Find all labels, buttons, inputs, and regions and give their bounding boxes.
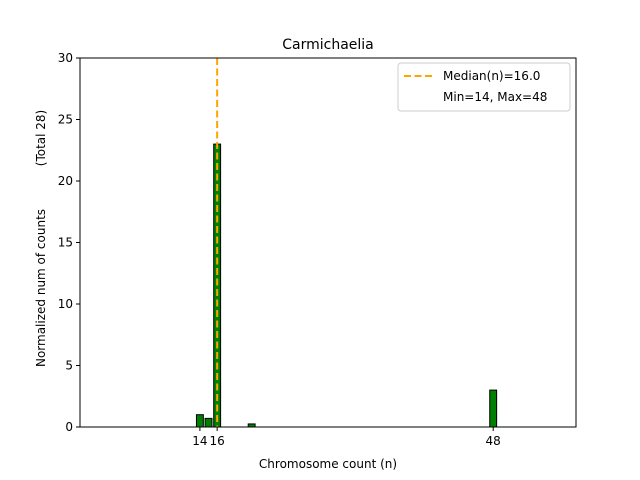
y-ticks: 0 5 10 15 20 25 30 <box>58 51 80 434</box>
x-tick-label: 14 <box>192 434 207 448</box>
legend-frame <box>397 62 571 112</box>
y-tick-label: 20 <box>58 174 73 188</box>
y-tick-label: 10 <box>58 297 73 311</box>
y-tick-label: 25 <box>58 113 73 127</box>
y-tick-label: 30 <box>58 51 73 65</box>
x-tick-label: 16 <box>210 434 225 448</box>
legend: Median(n)=16.0 Min=14, Max=48 <box>397 62 571 112</box>
bar-15 <box>204 417 213 428</box>
x-axis-label: Chromosome count (n) <box>259 457 397 471</box>
x-tick-label: 48 <box>486 434 501 448</box>
plot-frame <box>79 57 577 428</box>
x-ticks: 14 16 48 <box>192 427 501 448</box>
bar-14 <box>195 414 204 428</box>
y-tick-label: 5 <box>65 359 73 373</box>
y-tick-label: 0 <box>65 420 73 434</box>
y-tick-label: 15 <box>58 236 73 250</box>
y-axis-total-label: (Total 28) <box>34 110 48 166</box>
bar-48 <box>489 389 498 428</box>
legend-entry-minmax: Min=14, Max=48 <box>443 90 547 104</box>
chart-title: Carmichaelia <box>282 37 374 53</box>
bars <box>195 143 498 428</box>
legend-entry-median: Median(n)=16.0 <box>443 69 540 83</box>
y-axis-label: Normalized num of counts <box>34 209 48 367</box>
